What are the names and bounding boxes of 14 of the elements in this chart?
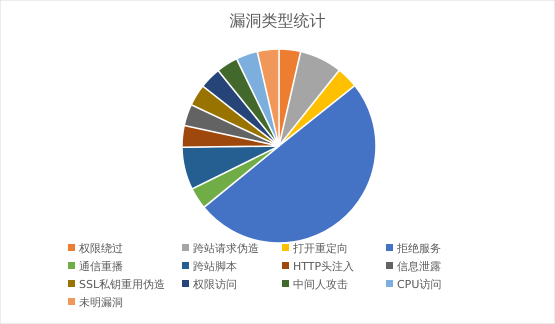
legend-label: 权限访问 [192, 278, 237, 291]
legend-label: 拒绝服务 [396, 242, 441, 255]
legend-label: 通信重播 [79, 260, 123, 273]
chart-title: 漏洞类型统计 [230, 11, 326, 30]
legend-label: 中间人攻击 [293, 278, 348, 291]
legend-label: 未明漏洞 [79, 296, 123, 309]
legend-label: 权限绕过 [78, 242, 123, 255]
legend-label: 跨站脚本 [193, 260, 237, 273]
legend-label: 信息泄露 [397, 260, 441, 273]
legend-label: SSL私钥重用伪造 [79, 278, 166, 291]
legend-label: 跨站请求伪造 [193, 242, 259, 255]
legend-label: HTTP头注入 [293, 260, 354, 273]
legend-label: 打开重定向 [292, 242, 348, 255]
legend-label: CPU访问 [397, 278, 442, 291]
